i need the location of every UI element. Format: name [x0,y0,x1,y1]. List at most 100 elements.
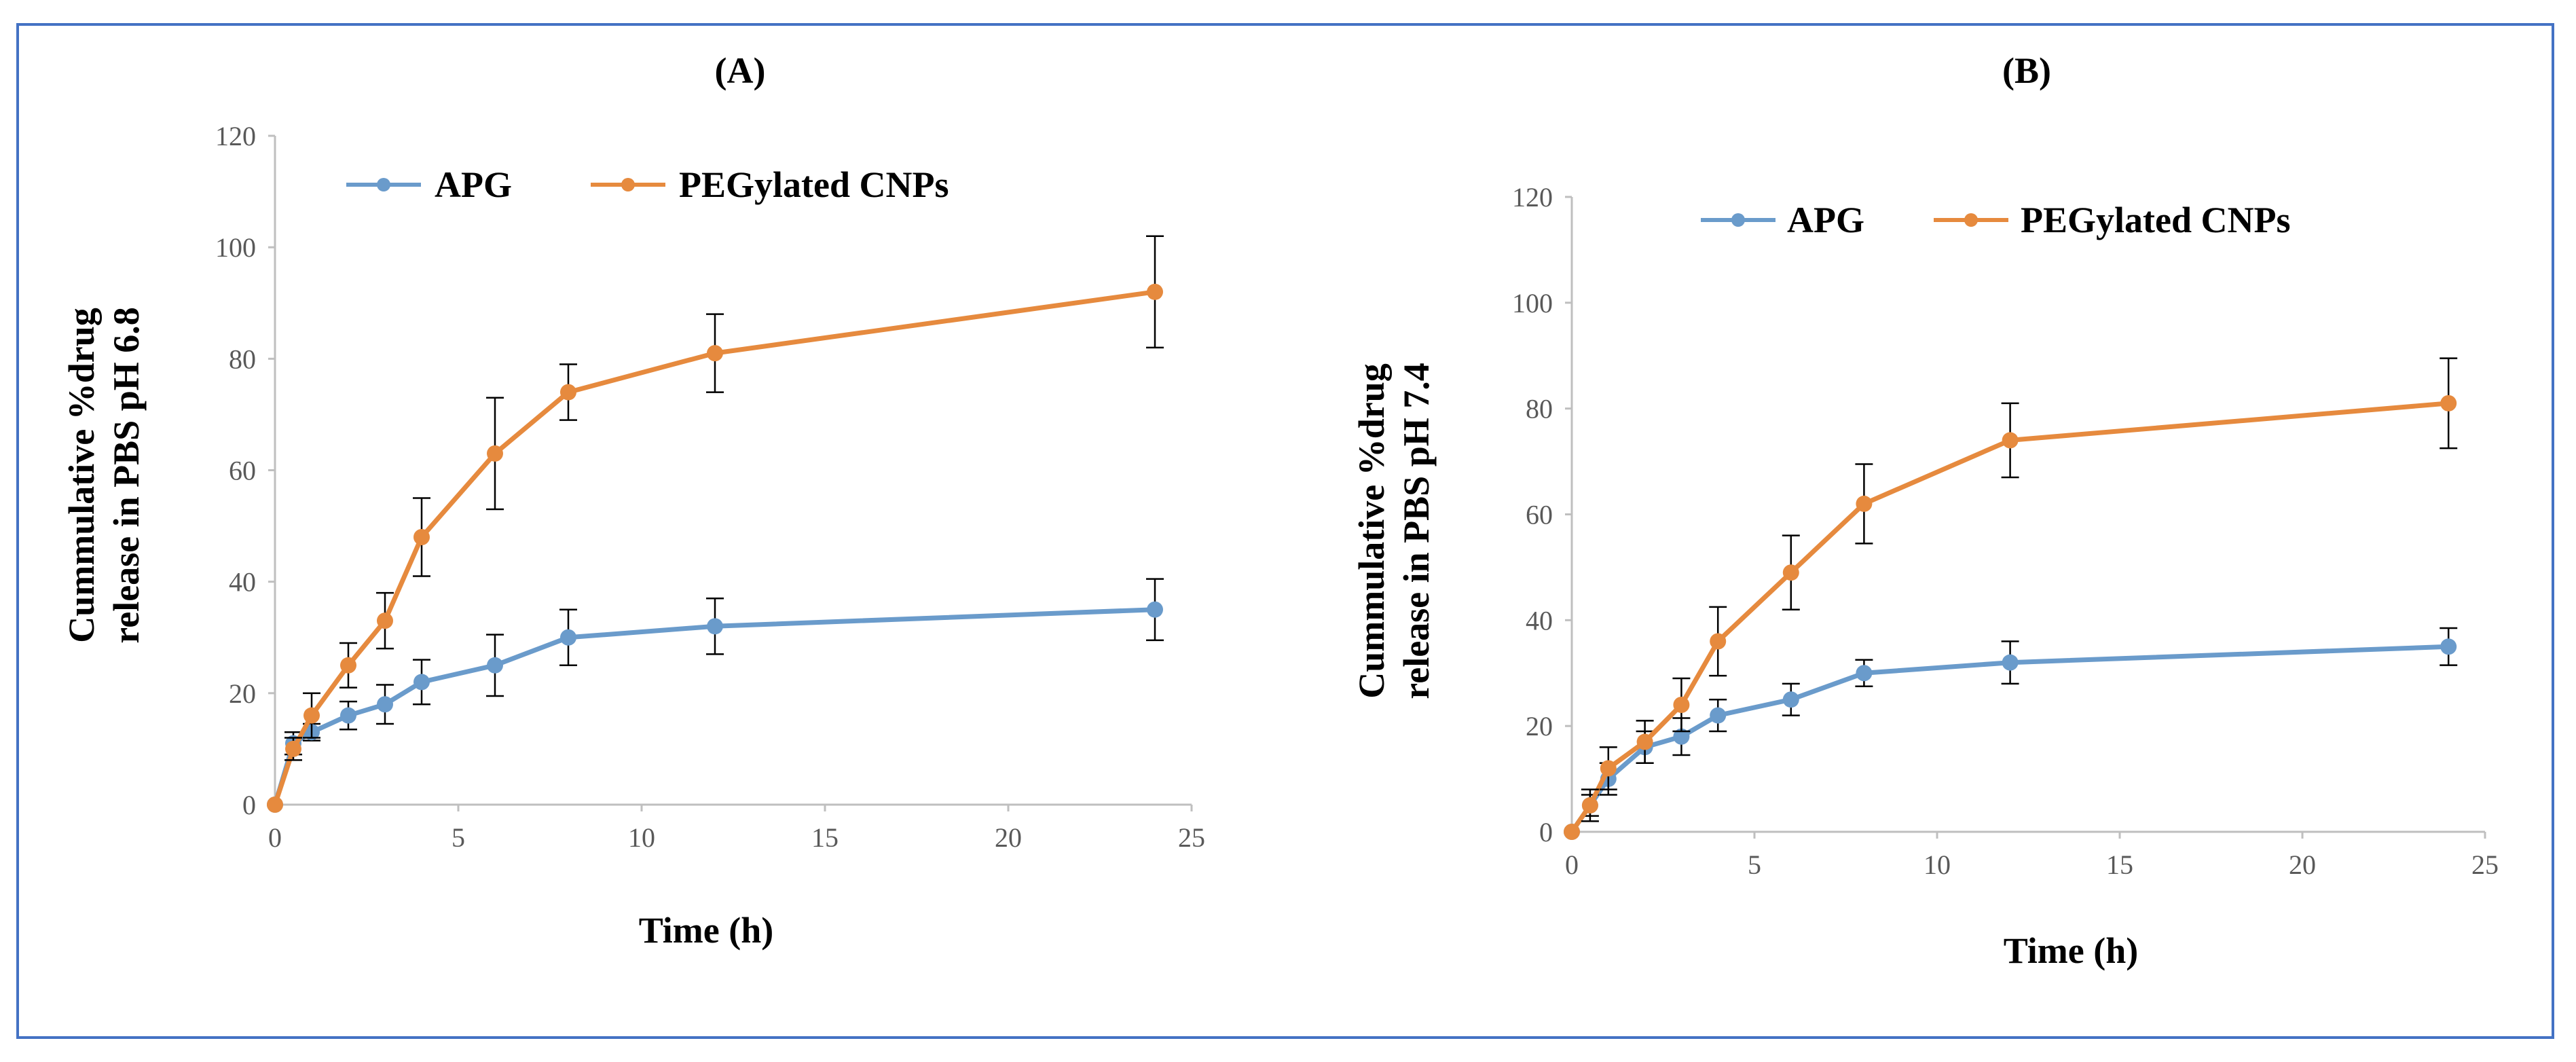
chart-a-y-tick-label: 60 [229,456,256,486]
chart-b-apg-point [1710,707,1727,724]
legend-item-apg: APG [346,164,512,205]
chart-a-x-tick-label: 5 [452,822,465,853]
legend-item-pegylated-cnps: PEGylated CNPs [1934,200,2291,240]
chart-a-series-pegylated-cnps [267,235,1164,813]
chart-a-pegylated-cnps-point [413,529,430,545]
chart-b-y-axis-title-line-2: release in PBS pH 7.4 [1396,363,1437,699]
chart-a-y-axis-title-line-1: Cummulative %drug [61,308,102,643]
chart-b-y-axis-title: Cummulative %drug release in PBS pH 7.4 [1351,363,1437,699]
chart-a-y-axis-title: Cummulative %drug release in PBS pH 6.8 [61,307,147,644]
legend-peg-marker [1964,213,1978,227]
chart-a-pegylated-cnps-point [560,384,576,401]
chart-a-apg-point [377,696,393,713]
chart-b-pegylated-cnps-point [1673,697,1690,713]
chart-b-x-tick-label: 5 [1748,849,1761,880]
chart-a-plot-area [267,235,1164,813]
chart-a-apg-point [560,629,576,646]
chart-a: (A) Cummulative %drug release in PBS pH … [61,50,1205,951]
chart-b-pegylated-cnps-point [2002,432,2019,449]
chart-a-pegylated-cnps-point [267,796,283,813]
chart-b-pegylated-cnps-point [1710,633,1727,650]
chart-a-pegylated-cnps-point [487,445,503,462]
chart-a-title: (A) [715,50,766,91]
legend-peg-label: PEGylated CNPs [2021,200,2291,240]
chart-a-x-ticks: 0 5 10 15 20 25 [268,805,1205,853]
chart-a-y-tick-label: 40 [229,567,256,598]
chart-a-apg-point [487,657,503,674]
chart-b-pegylated-cnps-point [1636,733,1653,750]
legend-apg-marker [377,178,390,191]
legend-peg-marker [621,178,635,191]
chart-b-x-ticks: 0 5 10 15 20 25 [1565,832,2499,880]
chart-b-pegylated-cnps-point [1564,824,1580,840]
chart-b-plot-area [1564,357,2458,840]
chart-b-y-tick-label: 60 [1526,500,1553,530]
chart-b-pegylated-cnps-point [2440,395,2457,411]
chart-b-y-tick-label: 0 [1539,817,1553,847]
chart-b-apg-point [1782,691,1799,708]
legend-peg-label: PEGylated CNPs [679,164,949,205]
chart-b-pegylated-cnps-line [1569,401,2451,835]
legend-apg-label: APG [1787,200,1864,240]
figure-frame [16,23,2554,1039]
chart-b-pegylated-cnps-point [1782,564,1799,581]
chart-a-pegylated-cnps-point [340,657,356,674]
legend-item-apg: APG [1701,200,1864,240]
legend-item-pegylated-cnps: PEGylated CNPs [591,164,949,205]
chart-a-series-apg [267,578,1164,813]
chart-a-apg-point [1147,601,1163,618]
chart-a-pegylated-cnps-line [272,289,1158,807]
chart-a-axes [274,136,1192,806]
chart-b-series-pegylated-cnps [1564,357,2458,840]
chart-a-pegylated-cnps-point [707,345,723,362]
chart-a-x-tick-label: 20 [995,822,1022,853]
chart-a-pegylated-cnps-point [303,707,320,724]
chart-b-x-tick-label: 10 [1924,849,1951,880]
chart-b-apg-point [1673,728,1690,745]
chart-b-y-tick-label: 40 [1526,605,1553,636]
chart-a-x-tick-label: 10 [628,822,655,853]
chart-b-pegylated-cnps-point [1856,495,1873,512]
chart-b-y-tick-label: 20 [1526,711,1553,741]
chart-a-apg-point [340,707,356,724]
legend-apg-marker [1731,213,1745,227]
chart-b-series-apg [1564,627,2458,840]
chart-a-y-tick-label: 0 [242,790,256,820]
chart-b-x-axis-title: Time (h) [2004,930,2139,971]
chart-b-legend: APG PEGylated CNPs [1701,200,2291,240]
chart-a-y-axis-title-line-2: release in PBS pH 6.8 [106,307,147,644]
chart-b-apg-point [1856,665,1873,682]
chart-b-title: (B) [2002,50,2051,91]
chart-a-pegylated-cnps-point [1147,283,1163,300]
chart-b-pegylated-cnps-point [1600,760,1617,777]
chart-b-pegylated-cnps-point [1581,797,1598,814]
chart-a-apg-point [413,674,430,691]
chart-b-apg-point [2440,638,2457,655]
chart-b-apg-point [2002,654,2019,671]
chart-a-apg-point [707,618,723,635]
chart-a-y-tick-label: 20 [229,678,256,709]
chart-b-y-ticks: 0 20 40 60 80 100 120 [1512,182,1572,847]
chart-a-x-tick-label: 25 [1178,822,1205,853]
chart-b-y-tick-label: 80 [1526,394,1553,424]
chart-a-y-tick-label: 120 [215,121,256,151]
chart-a-x-tick-label: 0 [268,822,282,853]
chart-b-x-tick-label: 0 [1565,849,1579,880]
chart-a-pegylated-cnps-point [285,740,301,757]
chart-a-x-tick-label: 15 [811,822,839,853]
chart-a-y-ticks: 0 20 40 60 80 100 120 [215,121,275,820]
chart-b-axes [1570,197,2485,833]
chart-a-apg-line [272,607,1158,807]
chart-b-y-tick-label: 120 [1512,182,1553,213]
chart-a-y-tick-label: 100 [215,232,256,263]
legend-apg-label: APG [435,164,512,205]
chart-b-x-tick-label: 25 [2471,849,2499,880]
chart-b: (B) Cummulative %drug release in PBS pH … [1351,50,2499,971]
chart-b-x-tick-label: 15 [2106,849,2133,880]
chart-a-y-tick-label: 80 [229,344,256,374]
chart-a-legend: APG PEGylated CNPs [346,164,949,205]
chart-b-y-axis-title-line-1: Cummulative %drug [1351,363,1392,699]
chart-b-x-tick-label: 20 [2289,849,2316,880]
chart-a-pegylated-cnps-point [377,612,393,629]
